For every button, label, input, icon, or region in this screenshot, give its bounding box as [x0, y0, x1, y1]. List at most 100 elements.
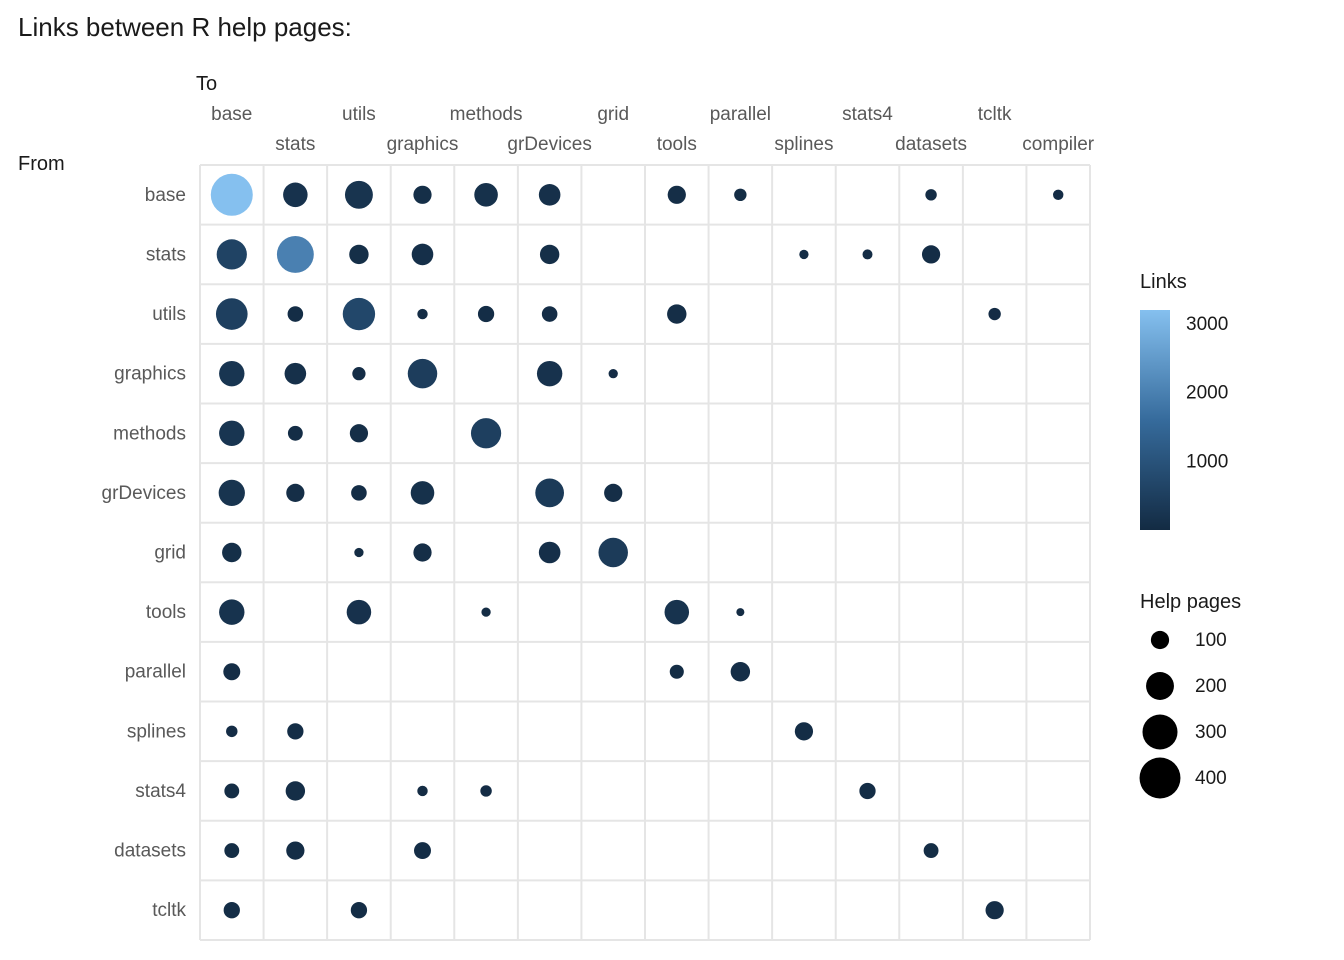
bubble — [288, 306, 304, 322]
bubble — [222, 543, 241, 562]
bubble — [219, 599, 244, 624]
bubble — [219, 480, 245, 506]
bubble — [277, 236, 314, 273]
legend-size-label: 200 — [1195, 676, 1227, 697]
bubble — [609, 369, 618, 378]
chart-title: Links between R help pages: — [18, 12, 352, 42]
axis-title-from: From — [18, 153, 65, 175]
bubble — [354, 548, 363, 557]
bubble — [481, 607, 490, 616]
bubble — [414, 842, 431, 859]
legend-size-label: 100 — [1195, 630, 1227, 651]
col-label: parallel — [710, 104, 771, 125]
row-label: stats — [146, 244, 186, 265]
bubble — [734, 189, 746, 201]
legend-color-title: Links — [1140, 271, 1187, 293]
bubble — [535, 479, 564, 508]
bubble — [226, 726, 237, 737]
bubble — [925, 189, 936, 200]
row-label: datasets — [114, 841, 186, 862]
bubble — [217, 239, 247, 269]
col-label: splines — [774, 134, 833, 155]
row-label: graphics — [114, 364, 186, 385]
row-label: utils — [152, 304, 186, 325]
bubble — [352, 367, 365, 380]
col-label: grDevices — [507, 134, 591, 155]
bubble — [216, 298, 248, 330]
row-label: tcltk — [152, 900, 186, 921]
col-label: graphics — [387, 134, 459, 155]
legend-size-label: 300 — [1195, 722, 1227, 743]
bubble — [598, 538, 627, 567]
bubble — [351, 902, 367, 918]
bubble — [799, 250, 808, 259]
row-label: grid — [154, 543, 186, 564]
col-label: methods — [450, 104, 523, 125]
col-label: tcltk — [978, 104, 1012, 125]
bubble — [795, 722, 813, 740]
bubble — [922, 245, 940, 263]
row-label: grDevices — [102, 483, 186, 504]
bubble — [408, 359, 437, 388]
bubble — [667, 304, 686, 323]
col-label: compiler — [1022, 134, 1094, 155]
bubble — [478, 306, 494, 322]
legend-size-label: 400 — [1195, 768, 1227, 789]
legend-color-label: 2000 — [1186, 383, 1228, 404]
col-label: stats — [275, 134, 315, 155]
bubble — [345, 181, 373, 209]
bubble — [219, 421, 244, 446]
legend-size-dot — [1140, 758, 1181, 799]
row-label: tools — [146, 602, 186, 623]
bubble — [286, 841, 304, 859]
bubble — [413, 186, 431, 204]
bubble — [863, 249, 873, 259]
bubble — [224, 843, 239, 858]
bubble — [412, 244, 434, 266]
bubble — [731, 662, 750, 681]
bubble — [224, 784, 239, 799]
bubble — [924, 843, 939, 858]
bubble — [859, 783, 875, 799]
row-label: methods — [113, 423, 186, 444]
bubble — [417, 309, 427, 319]
bubble — [665, 600, 690, 625]
bubble — [286, 484, 304, 502]
legend-color-bar — [1140, 310, 1170, 530]
bubble — [287, 723, 303, 739]
bubble — [286, 781, 305, 800]
legend-color-label: 1000 — [1186, 451, 1228, 472]
bubble — [411, 481, 435, 505]
bubble — [542, 306, 558, 322]
bubble — [474, 183, 498, 207]
bubble — [988, 308, 1000, 320]
bubble — [283, 183, 308, 208]
bubble — [224, 902, 240, 918]
axis-title-to: To — [196, 73, 217, 95]
legend-size-dot — [1142, 714, 1177, 749]
row-label: stats4 — [135, 781, 186, 802]
bubble — [480, 785, 491, 796]
bubble — [736, 608, 744, 616]
col-label: datasets — [895, 134, 967, 155]
bubble — [537, 361, 562, 386]
col-label: grid — [597, 104, 629, 125]
bubble — [350, 424, 368, 442]
legend-size-title: Help pages — [1140, 591, 1241, 613]
col-label: tools — [657, 134, 697, 155]
legend-size-dot — [1151, 631, 1169, 649]
bubble — [347, 600, 372, 625]
bubble — [343, 298, 375, 330]
bubble — [417, 786, 427, 796]
row-label: parallel — [125, 662, 186, 683]
legend-color-label: 3000 — [1186, 314, 1228, 335]
bubble — [223, 663, 240, 680]
bubble — [211, 174, 253, 216]
bubble — [288, 426, 303, 441]
row-label: base — [145, 185, 186, 206]
bubble — [539, 184, 561, 206]
bubble — [540, 245, 559, 264]
col-label: stats4 — [842, 104, 893, 125]
bubble — [351, 485, 367, 501]
bubble — [668, 186, 686, 204]
